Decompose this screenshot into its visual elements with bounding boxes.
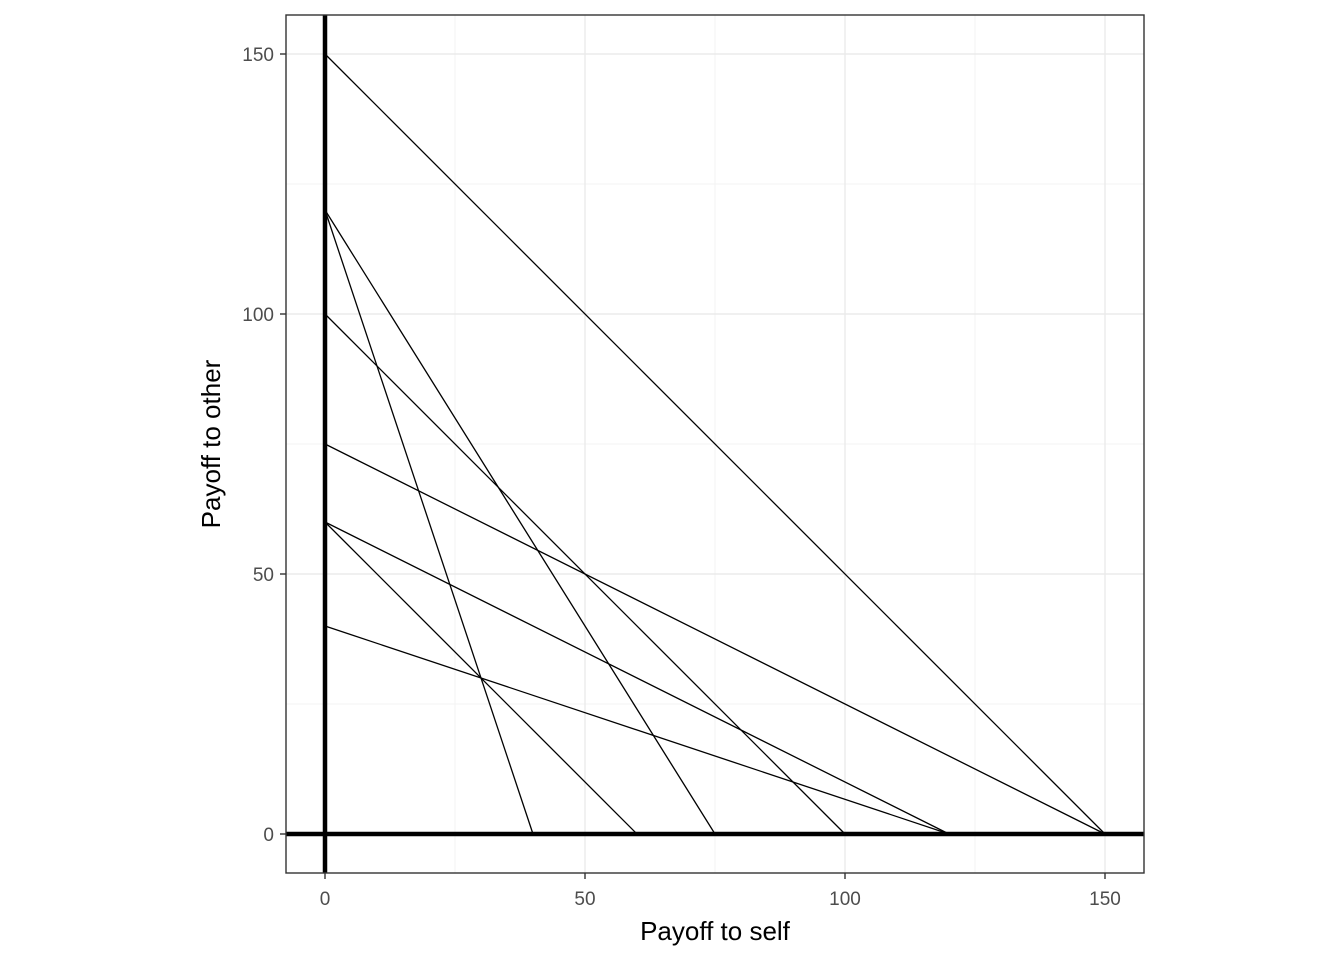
x-axis-title: Payoff to self <box>640 916 791 946</box>
plot-panel-border <box>285 14 1145 874</box>
budget-line-5 <box>324 443 1106 835</box>
budget-line-2 <box>324 209 716 835</box>
x-axis-ticks: 0 50 100 150 <box>320 873 1121 910</box>
y-tick-label: 100 <box>242 305 274 326</box>
x-tick-label: 50 <box>574 889 595 910</box>
y-tick-label: 150 <box>242 45 274 66</box>
budget-lines <box>324 53 1106 835</box>
y-axis-title: Payoff to other <box>196 359 226 528</box>
reference-lines <box>286 15 1144 873</box>
budget-line-3 <box>324 209 534 835</box>
budget-line-8 <box>324 625 950 835</box>
budget-line-6 <box>324 521 950 835</box>
x-tick-label: 100 <box>829 889 861 910</box>
x-tick-label: 0 <box>320 889 331 910</box>
y-axis-ticks: 0 50 100 150 <box>242 45 286 846</box>
y-tick-label: 0 <box>263 825 274 846</box>
x-tick-label: 150 <box>1089 889 1121 910</box>
y-tick-label: 50 <box>253 565 274 586</box>
budget-line-1 <box>324 53 1106 835</box>
